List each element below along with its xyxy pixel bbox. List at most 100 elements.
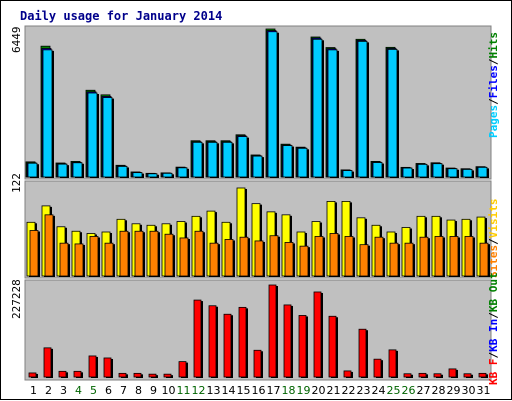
bar-pages-day-3	[57, 163, 68, 178]
x-tick-day-7: 7	[120, 384, 127, 397]
bar-kbf-day-30	[463, 373, 472, 378]
bar-pages-day-28	[432, 163, 443, 178]
x-tick-day-28: 28	[432, 384, 446, 397]
bar-sites-day-3	[59, 242, 69, 277]
bar-pages-day-23	[357, 40, 368, 178]
chart-marks	[25, 28, 490, 378]
bar-pages-day-17	[267, 31, 278, 178]
legend-sep-2: /	[487, 58, 500, 65]
bar-kbf-day-21	[328, 315, 337, 378]
bar-kbf-day-5	[88, 355, 97, 378]
bar-kbf-day-28	[433, 373, 442, 378]
bar-kbf-day-10	[163, 373, 172, 378]
bar-sites-day-15	[239, 236, 249, 277]
legend-sep-1: /	[487, 98, 500, 105]
legend-hits: Hits	[487, 32, 500, 59]
bar-kbf-day-18	[283, 304, 292, 378]
bar-pages-day-1	[27, 162, 38, 178]
bar-pages-day-2	[42, 49, 53, 178]
bar-sites-day-8	[134, 230, 144, 277]
x-tick-day-18: 18	[282, 384, 296, 397]
bar-pages-day-31	[477, 166, 488, 178]
bar-kbf-day-25	[388, 349, 397, 378]
bar-pages-day-29	[447, 168, 458, 178]
panel-hits-right-label: Pages/Files/Hits	[487, 32, 500, 138]
legend-files: Files	[487, 65, 500, 98]
bar-pages-day-30	[462, 169, 473, 178]
bar-sites-day-22	[344, 236, 354, 277]
legend-visits: Visits	[487, 199, 500, 239]
x-tick-day-9: 9	[150, 384, 157, 397]
bar-pages-day-7	[117, 166, 128, 178]
bar-kbf-day-1	[28, 372, 37, 378]
x-tick-day-6: 6	[105, 384, 112, 397]
bar-sites-day-28	[434, 236, 444, 277]
x-tick-day-8: 8	[135, 384, 142, 397]
x-tick-day-15: 15	[237, 384, 251, 397]
x-tick-day-17: 17	[267, 384, 281, 397]
bar-pages-day-18	[282, 145, 293, 178]
bar-kbf-day-3	[58, 370, 67, 378]
bar-sites-day-11	[179, 237, 189, 277]
bar-pages-day-12	[192, 141, 203, 178]
bar-pages-day-16	[252, 155, 263, 178]
bar-sites-day-27	[419, 236, 429, 277]
x-tick-day-30: 30	[462, 384, 476, 397]
bar-pages-day-5	[87, 92, 98, 178]
bar-sites-day-7	[119, 230, 129, 277]
bar-sites-day-1	[29, 230, 39, 277]
x-tick-day-31: 31	[477, 384, 491, 397]
bar-sites-day-12	[194, 230, 204, 277]
bar-sites-day-17	[269, 235, 279, 277]
legend-kbin: KB In	[487, 319, 500, 352]
bar-kbf-day-11	[178, 361, 187, 378]
bar-sites-day-24	[374, 236, 384, 277]
panel-visits-right-label: Sites/Visits	[487, 199, 500, 279]
x-tick-day-4: 4	[75, 384, 82, 397]
bar-kbf-day-17	[268, 284, 277, 378]
bar-kbf-day-8	[133, 372, 142, 378]
x-tick-day-27: 27	[417, 384, 431, 397]
bar-kbf-day-2	[43, 347, 52, 378]
x-tick-day-13: 13	[207, 384, 221, 397]
bar-sites-day-30	[464, 236, 474, 277]
bar-pages-day-6	[102, 97, 113, 178]
bar-sites-day-2	[44, 214, 54, 277]
bar-kbf-day-13	[208, 305, 217, 378]
bar-pages-day-27	[417, 163, 428, 178]
x-tick-day-5: 5	[90, 384, 97, 397]
bar-sites-day-20	[314, 236, 324, 277]
bar-kbf-day-15	[238, 306, 247, 378]
bar-sites-day-19	[299, 245, 309, 277]
bar-sites-day-6	[104, 242, 114, 277]
legend-pages: Pages	[487, 105, 500, 138]
bar-pages-day-10	[162, 172, 173, 178]
x-tick-day-21: 21	[327, 384, 341, 397]
bar-sites-day-26	[404, 242, 414, 277]
x-tick-day-14: 14	[222, 384, 236, 397]
bar-pages-day-14	[222, 141, 233, 178]
x-tick-day-19: 19	[297, 384, 311, 397]
legend-sites: Sites	[487, 245, 500, 278]
legend-kbout: KB Out	[487, 272, 500, 312]
panel-hits-max-label: 6449	[10, 27, 23, 54]
bar-pages-day-22	[342, 170, 353, 178]
panel-visits-max-label: 122	[10, 173, 23, 193]
panel-kbytes-background	[24, 279, 492, 381]
x-tick-day-25: 25	[387, 384, 401, 397]
bar-pages-day-20	[312, 38, 323, 178]
x-tick-day-2: 2	[45, 384, 52, 397]
bar-kbf-day-27	[418, 372, 427, 378]
bar-kbf-day-19	[298, 315, 307, 378]
legend-kbf: KB F	[487, 359, 500, 386]
x-tick-day-1: 1	[30, 384, 37, 397]
x-tick-day-23: 23	[357, 384, 371, 397]
bar-kbf-day-26	[403, 373, 412, 378]
bar-sites-day-21	[329, 233, 339, 277]
bar-kbf-day-7	[118, 372, 127, 378]
x-axis-ticks: 1 2 3 4 5 6 7 8 9 10 11 12 13 14 15 16 17 18 19 20 21 22 23 24 2…	[30, 384, 491, 397]
bar-sites-day-29	[449, 236, 459, 277]
bar-sites-day-18	[284, 242, 294, 277]
